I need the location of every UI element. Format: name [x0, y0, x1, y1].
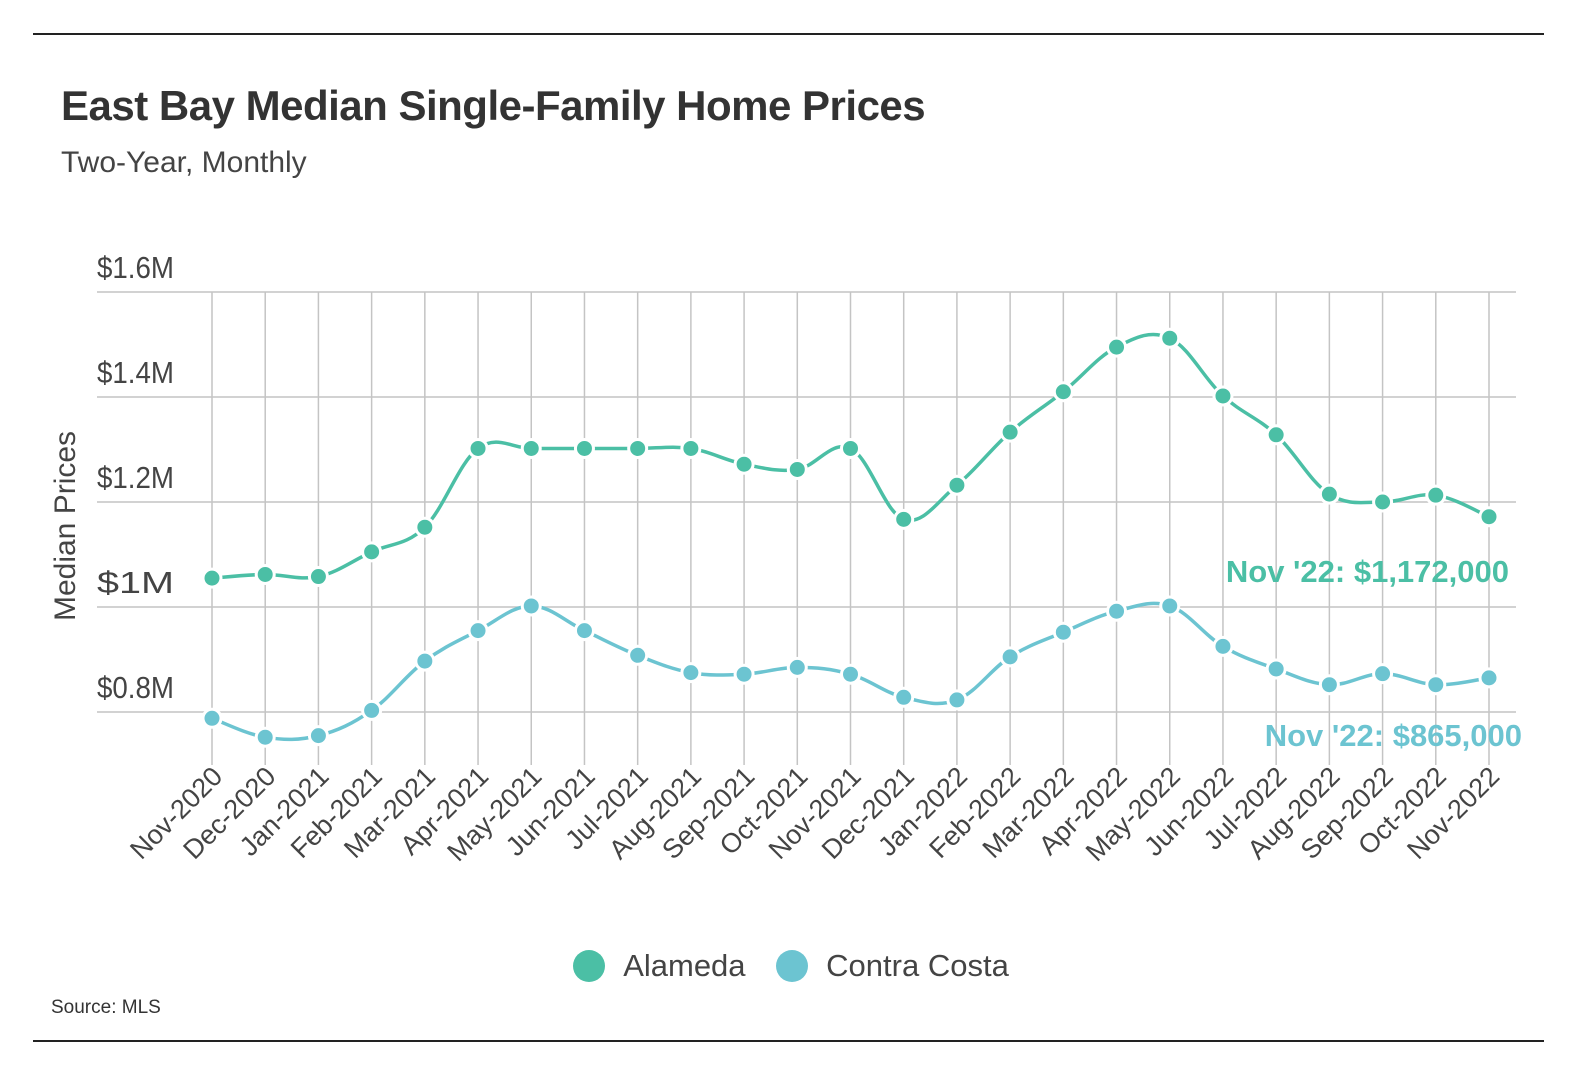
legend-item-alameda[interactable]: Alameda — [573, 948, 746, 984]
data-point-alameda-may-2021 — [520, 437, 542, 459]
data-point-alameda-jan-2022 — [946, 474, 968, 496]
data-point-contra-costa-oct-2022 — [1425, 674, 1447, 696]
data-point-contra-costa-aug-2022 — [1318, 674, 1340, 696]
data-point-contra-costa-jul-2021 — [627, 644, 649, 666]
y-tick-label: $1.6M — [97, 250, 174, 285]
legend-swatch-contra-costa — [776, 950, 809, 982]
data-point-alameda-sep-2022 — [1372, 491, 1394, 513]
legend-label-contra-costa: Contra Costa — [826, 948, 1009, 983]
data-point-alameda-feb-2022 — [999, 421, 1021, 443]
legend-label-alameda: Alameda — [623, 948, 746, 983]
data-point-alameda-apr-2021 — [467, 437, 489, 459]
data-point-alameda-oct-2022 — [1425, 484, 1447, 506]
data-point-alameda-oct-2021 — [786, 458, 808, 480]
legend-item-contra-costa[interactable]: Contra Costa — [776, 948, 1009, 984]
data-point-alameda-dec-2020 — [254, 563, 276, 585]
data-point-contra-costa-jun-2021 — [573, 620, 595, 642]
data-point-alameda-sep-2021 — [733, 453, 755, 475]
data-point-contra-costa-sep-2022 — [1372, 663, 1394, 685]
data-point-contra-costa-dec-2020 — [254, 726, 276, 748]
data-point-contra-costa-apr-2022 — [1106, 600, 1128, 622]
data-point-contra-costa-feb-2021 — [361, 699, 383, 721]
data-point-alameda-apr-2022 — [1106, 336, 1128, 358]
data-point-alameda-dec-2021 — [893, 508, 915, 530]
y-tick-label: $0.8M — [97, 670, 174, 705]
data-point-contra-costa-dec-2021 — [893, 686, 915, 708]
data-point-contra-costa-jul-2022 — [1265, 658, 1287, 680]
data-point-contra-costa-oct-2021 — [786, 656, 808, 678]
data-point-alameda-nov-2022 — [1478, 506, 1500, 528]
data-point-alameda-mar-2022 — [1052, 381, 1074, 403]
data-point-contra-costa-may-2022 — [1159, 595, 1181, 617]
data-point-alameda-jul-2022 — [1265, 424, 1287, 446]
legend-swatch-alameda — [573, 950, 606, 982]
data-point-contra-costa-jan-2022 — [946, 689, 968, 711]
data-point-contra-costa-mar-2021 — [414, 650, 436, 672]
data-point-alameda-feb-2021 — [361, 541, 383, 563]
top-rule — [33, 33, 1544, 35]
data-point-alameda-jun-2022 — [1212, 385, 1234, 407]
data-point-contra-costa-mar-2022 — [1052, 621, 1074, 643]
y-tick-label: $1.4M — [97, 355, 174, 390]
y-tick-label: $1M — [97, 565, 174, 600]
legend: Alameda Contra Costa — [0, 948, 1582, 990]
data-point-alameda-nov-2020 — [201, 567, 223, 589]
data-point-contra-costa-sep-2021 — [733, 663, 755, 685]
data-point-contra-costa-feb-2022 — [999, 646, 1021, 668]
data-point-alameda-aug-2022 — [1318, 483, 1340, 505]
data-point-contra-costa-nov-2022 — [1478, 667, 1500, 689]
data-point-alameda-may-2022 — [1159, 327, 1181, 349]
annotation-contra-costa: Nov '22: $865,000 — [1265, 718, 1522, 753]
data-point-contra-costa-jan-2021 — [307, 725, 329, 747]
annotation-alameda: Nov '22: $1,172,000 — [1226, 554, 1509, 589]
data-point-alameda-mar-2021 — [414, 516, 436, 538]
data-point-alameda-jul-2021 — [627, 437, 649, 459]
data-point-contra-costa-jun-2022 — [1212, 635, 1234, 657]
data-point-alameda-aug-2021 — [680, 437, 702, 459]
chart-subtitle: Two-Year, Monthly — [61, 146, 307, 179]
source-note: Source: MLS — [51, 997, 161, 1018]
data-point-contra-costa-nov-2020 — [201, 707, 223, 729]
data-point-alameda-nov-2021 — [840, 437, 861, 459]
data-point-alameda-jan-2021 — [307, 566, 329, 588]
data-point-alameda-jun-2021 — [573, 437, 595, 459]
data-point-contra-costa-may-2021 — [520, 595, 542, 617]
y-tick-label: $1.2M — [97, 460, 174, 495]
bottom-rule — [33, 1040, 1544, 1042]
y-axis-title: Median Prices — [49, 431, 82, 621]
data-point-contra-costa-nov-2021 — [840, 663, 861, 685]
chart-title: East Bay Median Single-Family Home Price… — [61, 82, 926, 129]
data-point-contra-costa-aug-2021 — [680, 662, 702, 684]
data-point-contra-costa-apr-2021 — [467, 620, 489, 642]
